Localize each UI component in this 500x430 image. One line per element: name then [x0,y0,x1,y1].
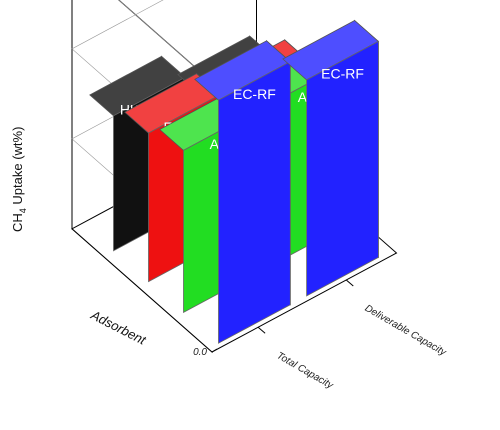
x-axis-label: Adsorbent [88,307,150,348]
y-axis-label-rest: Uptake (wt%) [10,127,25,209]
bar-label: EC-RF [233,86,276,102]
category-tick-mark [257,326,266,334]
y-tick-label: 0.0 [193,347,207,358]
category-label: Deliverable Capacity [363,303,449,359]
bar-label: EC-RF [321,66,364,82]
bar: EC-RF [282,19,380,297]
y-gridline [118,0,213,83]
y-axis-label-base: CH [10,213,25,232]
bar-front [218,61,291,344]
bar-front [306,40,379,297]
category-tick-mark [345,279,354,287]
y-axis-label-sub: 4 [18,208,28,213]
category-label: Total Capacity [275,350,336,392]
bar: EC-RF [194,39,291,344]
y-axis-label: CH4 Uptake (wt%) [10,127,28,232]
y-tick-mark [211,348,218,353]
